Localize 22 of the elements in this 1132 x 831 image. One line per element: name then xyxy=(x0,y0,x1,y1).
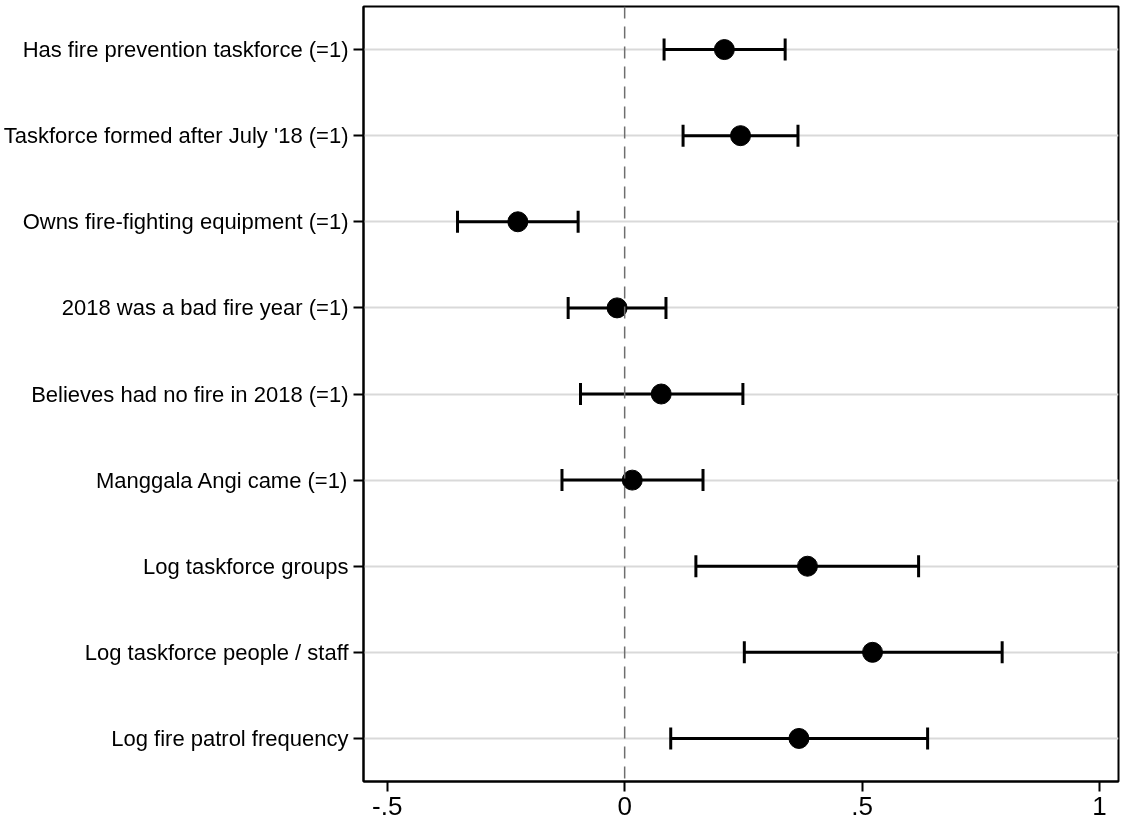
point xyxy=(606,297,628,319)
x-tick-label: 1 xyxy=(1092,790,1107,821)
y-tick-label: Manggala Angi came (=1) xyxy=(95,467,348,493)
point xyxy=(507,211,529,233)
point xyxy=(650,383,672,405)
y-tick-label: Log taskforce people / staff xyxy=(84,639,350,665)
y-tick-label: Believes had no fire in 2018 (=1) xyxy=(31,381,349,407)
point xyxy=(796,555,818,577)
y-tick-label: Log taskforce groups xyxy=(143,553,349,579)
point xyxy=(862,641,884,663)
y-tick-label: Log fire patrol frequency xyxy=(111,725,349,751)
point xyxy=(788,727,810,749)
y-tick-label: Owns fire-fighting equipment (=1) xyxy=(22,209,349,235)
y-tick-label: 2018 was a bad fire year (=1) xyxy=(61,295,349,321)
x-tick-label: -.5 xyxy=(372,790,403,821)
point xyxy=(730,125,752,147)
y-tick-label: Has fire prevention taskforce (=1) xyxy=(22,37,349,63)
y-tick-label: Taskforce formed after July '18 (=1) xyxy=(3,123,349,149)
x-tick-label: 0 xyxy=(617,790,632,821)
x-tick-label: .5 xyxy=(851,790,873,821)
point xyxy=(713,39,735,61)
point xyxy=(621,469,643,491)
